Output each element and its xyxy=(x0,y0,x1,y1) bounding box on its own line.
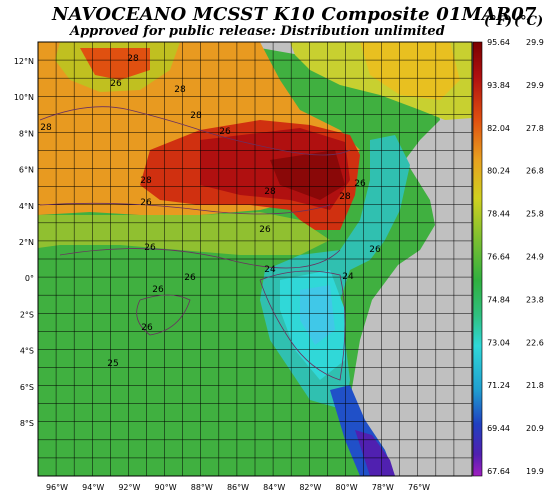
latitude-label: 2°S xyxy=(20,310,34,319)
longitude-label: 86°W xyxy=(227,483,249,492)
colorbar-celsius-label: 25.8 xyxy=(526,210,544,219)
colorbar-celsius-label: 23.8 xyxy=(526,295,544,304)
contour-label: 28 xyxy=(339,192,351,202)
colorbar-celsius-label: 29.9 xyxy=(526,38,544,47)
colorbar-fahrenheit-label: 76.64 xyxy=(487,253,510,262)
colorbar-fahrenheit-label: 74.84 xyxy=(487,295,510,304)
latitude-label: 2°N xyxy=(19,238,34,247)
contour-label: 25 xyxy=(107,359,118,369)
colorbar-celsius-label: 27.8 xyxy=(526,124,544,133)
contour-label: 26 xyxy=(152,285,164,295)
colorbar-fahrenheit-labels: 95.64 93.84 82.04 80.24 78.44 76.64 74.84 73.04… xyxy=(487,38,510,476)
longitude-label: 76°W xyxy=(408,483,430,492)
longitude-label: 90°W xyxy=(155,483,177,492)
colorbar-fahrenheit-label: 95.64 xyxy=(487,38,510,47)
colorbar xyxy=(472,41,483,477)
longitude-label: 96°W xyxy=(46,483,68,492)
colorbar-fahrenheit-label: 93.84 xyxy=(487,81,510,90)
unit-celsius: (°C) xyxy=(514,14,544,29)
colorbar-celsius-label: 21.8 xyxy=(526,381,544,390)
longitude-label: 84°W xyxy=(263,483,285,492)
longitude-label: 92°W xyxy=(118,483,140,492)
longitude-label: 80°W xyxy=(336,483,358,492)
contour-label: 26 xyxy=(140,198,152,208)
longitude-label: 78°W xyxy=(372,483,394,492)
contour-label: 28 xyxy=(127,54,139,64)
contour-label: 26 xyxy=(219,127,231,137)
latitude-label: 0° xyxy=(25,274,34,283)
colorbar-fahrenheit-label: 73.04 xyxy=(487,338,510,347)
colorbar-celsius-label: 29.9 xyxy=(526,81,544,90)
longitude-labels: 96°W 94°W 92°W 90°W 88°W 86°W 84°W 82°W 80°W 78°W… xyxy=(46,483,430,492)
longitude-label: 82°W xyxy=(299,483,321,492)
colorbar-fahrenheit-label: 78.44 xyxy=(487,210,510,219)
latitude-label: 12°N xyxy=(14,57,34,66)
contour-label: 26 xyxy=(184,273,196,283)
contour-label: 28 xyxy=(40,123,52,133)
contour-label: 24 xyxy=(264,265,276,275)
colorbar-celsius-label: 26.8 xyxy=(526,167,544,176)
longitude-label: 88°W xyxy=(191,483,213,492)
colorbar-celsius-labels: 29.9 29.9 27.8 26.8 25.8 24.9 23.8 22.6 21.8 20.9… xyxy=(526,38,544,476)
colorbar-fahrenheit-label: 67.64 xyxy=(487,467,510,476)
contour-label: 24 xyxy=(342,272,354,282)
latitude-label: 8°N xyxy=(19,129,34,138)
contour-label: 26 xyxy=(354,179,366,189)
contour-label: 26 xyxy=(110,79,122,89)
latitude-labels: 12°N 10°N 8°N 6°N 4°N 2°N 0° 2°S 4°S 6°S 8°S xyxy=(14,57,34,428)
contour-label: 28 xyxy=(140,176,152,186)
latitude-label: 10°N xyxy=(14,93,34,102)
unit-fahrenheit: (°F) xyxy=(484,14,513,29)
latitude-label: 6°N xyxy=(19,166,34,175)
colorbar-fahrenheit-label: 71.24 xyxy=(487,381,510,390)
colorbar-celsius-label: 22.6 xyxy=(526,338,544,347)
colorbar-fahrenheit-label: 82.04 xyxy=(487,124,510,133)
contour-label: 26 xyxy=(259,225,271,235)
contour-label: 26 xyxy=(141,323,153,333)
map-title: NAVOCEANO MCSST K10 Composite 01MAR07 xyxy=(52,4,537,25)
contour-label: 28 xyxy=(190,111,202,121)
map-subtitle: Approved for public release: Distributio… xyxy=(70,24,445,39)
colorbar-celsius-label: 20.9 xyxy=(526,424,544,433)
latitude-label: 6°S xyxy=(20,383,34,392)
contour-label: 28 xyxy=(264,187,276,197)
contour-label: 28 xyxy=(174,85,186,95)
colorbar-fahrenheit-label: 69.44 xyxy=(487,424,510,433)
colorbar-fahrenheit-label: 80.24 xyxy=(487,167,510,176)
contour-label: 26 xyxy=(144,243,156,253)
longitude-label: 94°W xyxy=(82,483,104,492)
latitude-label: 4°N xyxy=(19,202,34,211)
latitude-label: 4°S xyxy=(20,347,34,356)
latitude-label: 8°S xyxy=(20,419,34,428)
colorbar-celsius-label: 24.9 xyxy=(526,253,544,262)
contour-label: 26 xyxy=(369,245,381,255)
contour-lines xyxy=(39,106,351,381)
colorbar-celsius-label: 19.9 xyxy=(526,467,544,476)
